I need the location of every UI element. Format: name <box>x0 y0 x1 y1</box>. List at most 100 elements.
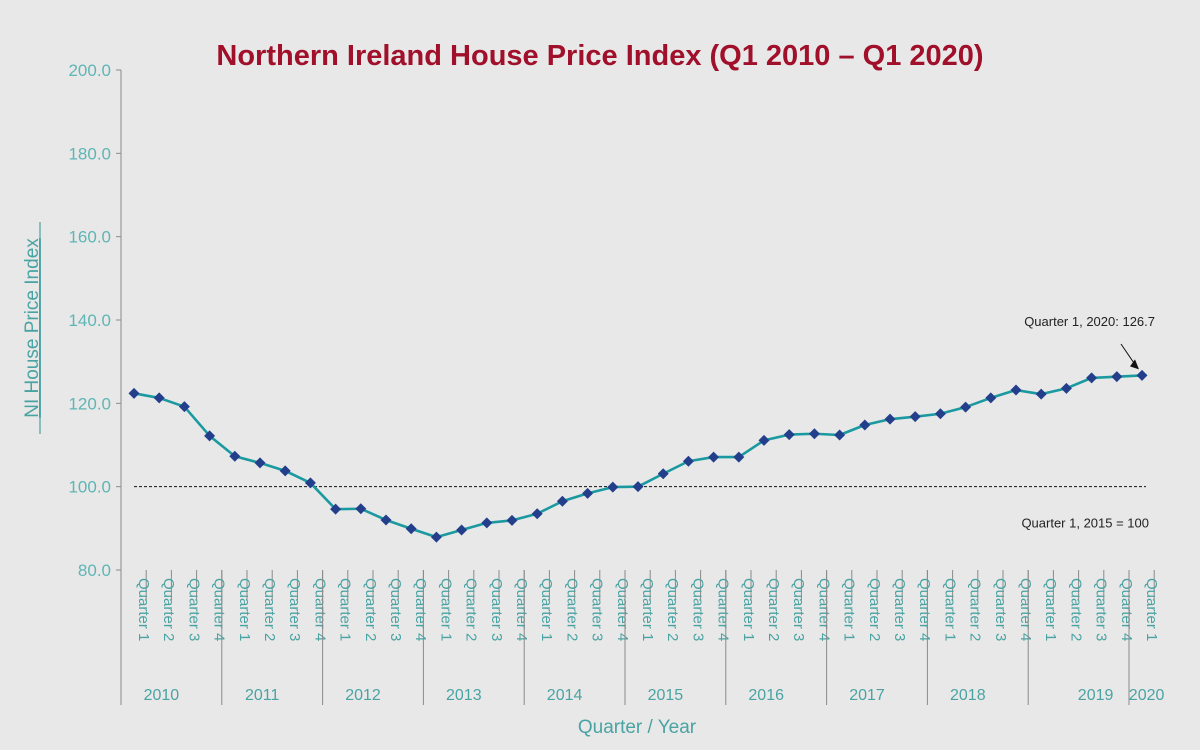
y-tick-label: 80.0 <box>78 561 111 580</box>
x-quarter-label: Quarter 2 <box>1067 578 1084 641</box>
x-year-label: 2010 <box>144 687 180 704</box>
x-quarter-label: Quarter 3 <box>488 578 505 641</box>
x-quarter-label: Quarter 4 <box>1118 578 1135 641</box>
data-point-marker <box>430 531 442 543</box>
x-quarter-label: Quarter 4 <box>211 578 228 641</box>
x-year-label: 2019 <box>1078 687 1114 704</box>
x-quarter-label: Quarter 2 <box>664 578 681 641</box>
data-point-marker <box>330 503 342 515</box>
data-point-marker <box>279 465 291 477</box>
x-year-label: 2020 <box>1129 687 1165 704</box>
data-point-marker <box>1086 372 1098 384</box>
x-quarter-label: Quarter 1 <box>236 578 253 641</box>
x-quarter-label: Quarter 2 <box>261 578 278 641</box>
data-point-marker <box>1060 382 1072 394</box>
data-point-marker <box>204 430 216 442</box>
x-quarter-label: Quarter 1 <box>740 578 757 641</box>
annotation-group: Quarter 1, 2020: 126.7 <box>1024 314 1155 370</box>
y-tick-label: 180.0 <box>68 144 111 163</box>
data-point-marker <box>380 514 392 526</box>
x-year-label: 2015 <box>648 687 684 704</box>
data-point-marker <box>960 401 972 413</box>
y-tick-label: 200.0 <box>68 61 111 80</box>
data-point-marker <box>985 392 997 404</box>
data-point-marker <box>682 455 694 467</box>
y-tick-label: 100.0 <box>68 478 111 497</box>
x-quarter-label: Quarter 1 <box>437 578 454 641</box>
data-point-marker <box>708 451 720 463</box>
callout-arrow-head <box>1130 359 1139 370</box>
data-point-marker <box>506 514 518 526</box>
data-point-marker <box>909 411 921 423</box>
data-point-marker <box>128 387 140 399</box>
x-year-label: 2016 <box>748 687 784 704</box>
x-quarter-label: Quarter 3 <box>1093 578 1110 641</box>
data-point-marker <box>178 401 190 413</box>
data-point-marker <box>859 419 871 431</box>
series-group <box>128 369 1148 543</box>
x-quarter-label: Quarter 3 <box>689 578 706 641</box>
x-quarter-label: Quarter 4 <box>815 578 832 641</box>
x-year-label: 2012 <box>345 687 381 704</box>
data-point-marker <box>531 508 543 520</box>
x-quarter-label: Quarter 2 <box>866 578 883 641</box>
data-point-marker <box>1035 388 1047 400</box>
data-point-marker <box>934 408 946 420</box>
x-year-label: 2013 <box>446 687 482 704</box>
x-quarter-label: Quarter 3 <box>185 578 202 641</box>
x-quarter-label: Quarter 3 <box>992 578 1009 641</box>
x-quarter-label: Quarter 1 <box>639 578 656 641</box>
data-point-marker <box>405 523 417 535</box>
x-quarter-label: Quarter 1 <box>941 578 958 641</box>
x-quarter-label: Quarter 4 <box>916 578 933 641</box>
data-point-marker <box>607 481 619 493</box>
x-quarter-label: Quarter 2 <box>967 578 984 641</box>
x-quarter-label: Quarter 2 <box>463 578 480 641</box>
data-point-marker <box>254 457 266 469</box>
data-point-marker <box>758 434 770 446</box>
x-quarter-label: Quarter 3 <box>891 578 908 641</box>
data-point-marker <box>783 429 795 441</box>
x-quarter-label: Quarter 4 <box>1017 578 1034 641</box>
x-quarter-label: Quarter 2 <box>160 578 177 641</box>
x-quarter-label: Quarter 3 <box>589 578 606 641</box>
data-point-marker <box>481 517 493 529</box>
x-quarter-label: Quarter 2 <box>362 578 379 641</box>
data-point-marker <box>153 392 165 404</box>
x-quarter-label: Quarter 3 <box>790 578 807 641</box>
x-quarter-label: Quarter 4 <box>715 578 732 641</box>
x-quarter-label: Quarter 4 <box>311 578 328 641</box>
x-quarter-label: Quarter 3 <box>387 578 404 641</box>
data-point-marker <box>884 413 896 425</box>
data-point-marker <box>632 481 644 493</box>
data-point-marker <box>304 477 316 489</box>
data-point-marker <box>582 487 594 499</box>
data-point-marker <box>1010 384 1022 396</box>
reference-line-label: Quarter 1, 2015 = 100 <box>1021 516 1149 531</box>
y-tick-label: 120.0 <box>68 394 111 413</box>
x-year-label: 2011 <box>245 687 280 704</box>
x-axis: Quarter 1 Quarter 2 Quarter 3 Quarter 4 Quar… <box>120 570 1165 738</box>
y-axis-title: NI House Price Index <box>22 238 43 418</box>
x-year-label: 2017 <box>849 687 885 704</box>
x-quarter-label: Quarter 3 <box>286 578 303 641</box>
y-tick-label: 160.0 <box>68 228 111 247</box>
data-point-marker <box>229 450 241 462</box>
x-quarter-label: Quarter 1 <box>337 578 354 641</box>
data-point-marker <box>808 428 820 440</box>
x-year-label: 2014 <box>547 687 583 704</box>
x-quarter-label: Quarter 4 <box>513 578 530 641</box>
x-quarter-label: Quarter 2 <box>563 578 580 641</box>
data-point-marker <box>456 524 468 536</box>
data-point-marker <box>834 429 846 441</box>
x-year-label: 2018 <box>950 687 986 704</box>
x-quarter-label: Quarter 4 <box>614 578 631 641</box>
x-axis-title: Quarter / Year <box>578 717 697 738</box>
data-point-marker <box>1111 371 1123 383</box>
data-point-marker <box>355 503 367 515</box>
x-quarter-label: Quarter 1 <box>1143 578 1160 641</box>
chart-title: Northern Ireland House Price Index (Q1 2… <box>216 40 984 72</box>
data-point-marker <box>1136 369 1148 381</box>
